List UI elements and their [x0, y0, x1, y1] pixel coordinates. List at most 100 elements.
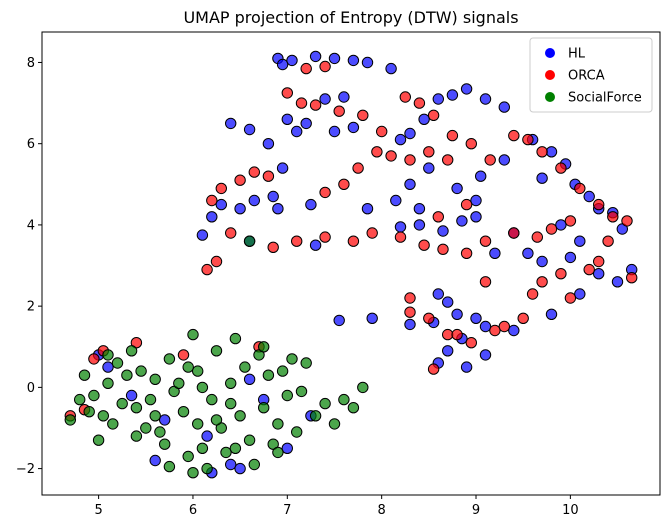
point-hl-86 — [159, 414, 171, 426]
point-hl-93 — [470, 194, 482, 207]
point-socialforce-40 — [125, 345, 138, 357]
point-socialforce-22 — [234, 410, 246, 422]
point-orca-34 — [352, 162, 364, 174]
point-hl-72 — [404, 178, 416, 191]
point-hl-60 — [366, 312, 378, 324]
point-orca-2 — [281, 87, 293, 99]
point-orca-0 — [300, 62, 312, 75]
point-socialforce-42 — [154, 426, 166, 438]
point-orca-55 — [489, 324, 501, 337]
legend-marker-socialforce — [545, 92, 555, 102]
point-hl-97 — [291, 125, 303, 138]
point-hl-77 — [390, 194, 402, 207]
point-socialforce-9 — [149, 373, 161, 385]
series-orca — [64, 60, 638, 422]
point-orca-46 — [508, 227, 520, 239]
point-orca-43 — [437, 243, 449, 256]
point-orca-28 — [262, 170, 275, 182]
point-hl-20 — [446, 89, 459, 101]
point-hl-75 — [498, 154, 510, 166]
point-orca-58 — [427, 363, 440, 375]
point-socialforce-16 — [196, 442, 209, 454]
point-hl-21 — [460, 83, 473, 95]
point-hl-32 — [206, 211, 218, 223]
point-hl-11 — [243, 123, 256, 136]
point-socialforce-24 — [243, 434, 256, 446]
point-orca-14 — [508, 129, 520, 142]
point-hl-94 — [489, 247, 501, 260]
point-hl-61 — [333, 314, 345, 327]
point-orca-12 — [465, 138, 477, 150]
point-orca-79 — [593, 255, 605, 268]
point-socialforce-69 — [225, 397, 237, 410]
point-orca-26 — [234, 174, 246, 186]
point-orca-49 — [564, 215, 577, 227]
point-hl-35 — [248, 194, 261, 207]
point-orca-47 — [531, 231, 543, 243]
point-orca-35 — [371, 146, 383, 158]
point-hl-62 — [479, 320, 492, 333]
point-hl-55 — [442, 296, 454, 308]
point-hl-36 — [267, 190, 279, 203]
point-socialforce-66 — [74, 393, 86, 406]
y-tick-label: 4 — [27, 218, 35, 233]
point-hl-73 — [451, 182, 463, 195]
point-orca-33 — [338, 178, 350, 191]
point-socialforce-62 — [272, 446, 284, 459]
point-orca-41 — [394, 231, 407, 243]
point-socialforce-21 — [229, 332, 242, 345]
point-socialforce-0 — [64, 414, 77, 426]
point-hl-57 — [470, 312, 482, 324]
point-socialforce-46 — [220, 446, 232, 459]
point-orca-19 — [593, 198, 605, 211]
point-hl-13 — [328, 125, 341, 138]
point-socialforce-28 — [272, 418, 284, 430]
point-orca-37 — [404, 154, 416, 166]
y-tick-label: 2 — [27, 300, 35, 315]
point-hl-1 — [276, 58, 289, 71]
legend: HL ORCA SocialForce — [529, 37, 653, 113]
point-hl-80 — [225, 458, 237, 471]
point-socialforce-1 — [83, 406, 95, 418]
point-orca-50 — [583, 263, 595, 276]
point-orca-1 — [319, 60, 331, 73]
y-tick-label: 6 — [27, 137, 35, 152]
point-orca-32 — [319, 186, 331, 199]
point-orca-69 — [177, 349, 190, 361]
point-socialforce-5 — [111, 357, 124, 369]
point-orca-8 — [399, 91, 411, 103]
point-orca-52 — [536, 276, 548, 288]
point-socialforce-68 — [196, 381, 209, 394]
y-tick-label: 8 — [27, 56, 35, 71]
point-socialforce-64 — [210, 414, 223, 426]
point-hl-33 — [215, 198, 228, 211]
point-orca-48 — [545, 223, 558, 235]
point-hl-9 — [319, 93, 331, 105]
point-socialforce-51 — [135, 365, 147, 377]
point-hl-19 — [432, 93, 444, 105]
point-hl-22 — [479, 93, 492, 105]
point-socialforce-47 — [248, 458, 261, 471]
point-hl-74 — [475, 170, 487, 182]
legend-label-socialforce: SocialForce — [568, 91, 642, 106]
point-socialforce-36 — [338, 393, 350, 406]
point-orca-27 — [248, 166, 261, 178]
x-tick-label: 5 — [94, 503, 102, 518]
point-socialforce-45 — [201, 462, 213, 475]
point-orca-75 — [526, 288, 539, 300]
point-hl-67 — [442, 345, 454, 357]
point-orca-65 — [347, 235, 360, 247]
point-hl-65 — [574, 288, 586, 300]
point-socialforce-52 — [78, 369, 91, 381]
point-hl-41 — [309, 239, 322, 251]
point-hl-92 — [413, 203, 426, 215]
point-socialforce-32 — [300, 357, 312, 369]
point-hl-64 — [545, 308, 558, 320]
point-hl-34 — [234, 203, 246, 215]
point-socialforce-15 — [192, 365, 204, 377]
y-axis: −2 0 2 4 6 8 — [16, 56, 42, 477]
point-hl-51 — [593, 268, 605, 280]
point-orca-77 — [432, 211, 444, 223]
legend-marker-orca — [545, 70, 555, 80]
